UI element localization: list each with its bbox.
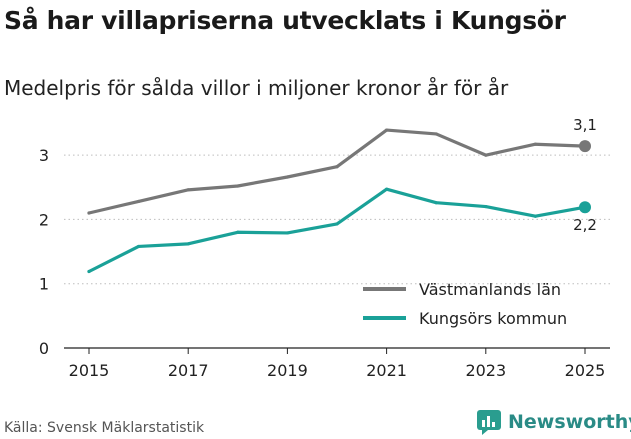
end-value-label: 3,1 xyxy=(573,116,597,134)
data-point xyxy=(434,132,438,136)
y-tick-label: 2 xyxy=(39,210,49,229)
data-point xyxy=(484,204,488,209)
y-axis-ticks: 0 1 2 3 xyxy=(39,146,49,358)
data-point xyxy=(484,153,488,157)
y-tick-label: 1 xyxy=(39,275,49,294)
data-point xyxy=(137,199,141,204)
data-point xyxy=(87,269,91,274)
x-tick-label: 2019 xyxy=(267,361,308,380)
x-tick-label: 2025 xyxy=(565,361,606,380)
end-labels: 3,1 2,2 xyxy=(573,116,597,234)
x-tick-label: 2023 xyxy=(465,361,506,380)
chart-subtitle: Medelpris för sålda villor i miljoner kr… xyxy=(4,76,509,100)
data-point xyxy=(385,128,389,132)
series-lines xyxy=(87,128,591,274)
data-point xyxy=(236,230,240,234)
end-value-label: 2,2 xyxy=(573,216,597,234)
end-marker xyxy=(579,201,591,214)
data-point xyxy=(335,222,339,226)
data-point xyxy=(285,231,289,235)
y-tick-label: 3 xyxy=(39,146,49,165)
brand-name: Newsworthy xyxy=(508,411,631,433)
x-axis: 2015 2017 2019 2021 2023 2025 xyxy=(69,348,606,380)
data-point xyxy=(186,188,190,192)
newsworthy-logo-icon xyxy=(477,410,501,435)
data-point xyxy=(87,211,91,215)
data-point xyxy=(533,142,538,146)
legend-label: Västmanlands län xyxy=(419,280,561,299)
y-tick-label: 0 xyxy=(39,339,49,358)
x-tick-label: 2021 xyxy=(366,361,407,380)
series-line-vastmanland xyxy=(87,128,587,215)
legend-label: Kungsörs kommun xyxy=(419,309,567,328)
data-point xyxy=(335,165,339,169)
end-marker xyxy=(579,140,591,153)
data-point xyxy=(137,244,141,249)
data-point xyxy=(533,214,538,218)
gridlines xyxy=(64,154,610,349)
x-tick-label: 2015 xyxy=(69,361,110,380)
data-point xyxy=(236,184,240,188)
chart-title: Så har villapriserna utvecklats i Kungsö… xyxy=(4,6,566,35)
data-point xyxy=(385,187,389,191)
data-point xyxy=(186,242,190,246)
brand: Newsworthy xyxy=(476,409,631,435)
source-note: Källa: Svensk Mäklarstatistik xyxy=(4,420,205,436)
series-line-kungsor xyxy=(87,187,587,274)
legend: Västmanlands län Kungsörs kommun xyxy=(363,280,567,328)
data-point xyxy=(285,175,289,179)
data-point xyxy=(434,201,438,205)
x-tick-label: 2017 xyxy=(168,361,209,380)
